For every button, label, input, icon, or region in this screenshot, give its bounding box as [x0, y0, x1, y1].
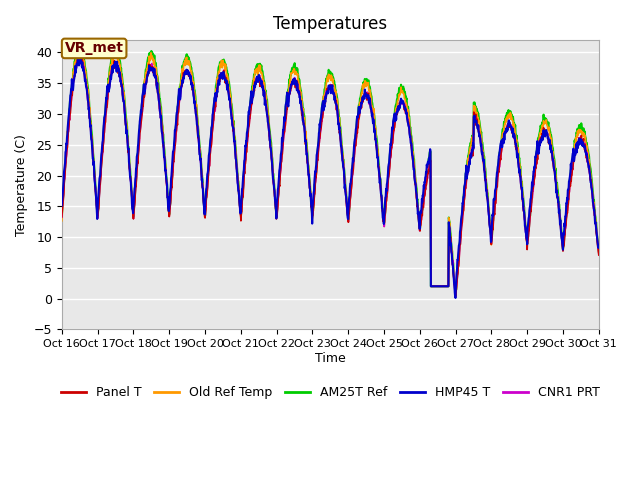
X-axis label: Time: Time	[315, 352, 346, 365]
Text: VR_met: VR_met	[65, 41, 124, 55]
Legend: Panel T, Old Ref Temp, AM25T Ref, HMP45 T, CNR1 PRT: Panel T, Old Ref Temp, AM25T Ref, HMP45 …	[56, 381, 605, 404]
Title: Temperatures: Temperatures	[273, 15, 387, 33]
Y-axis label: Temperature (C): Temperature (C)	[15, 134, 28, 236]
